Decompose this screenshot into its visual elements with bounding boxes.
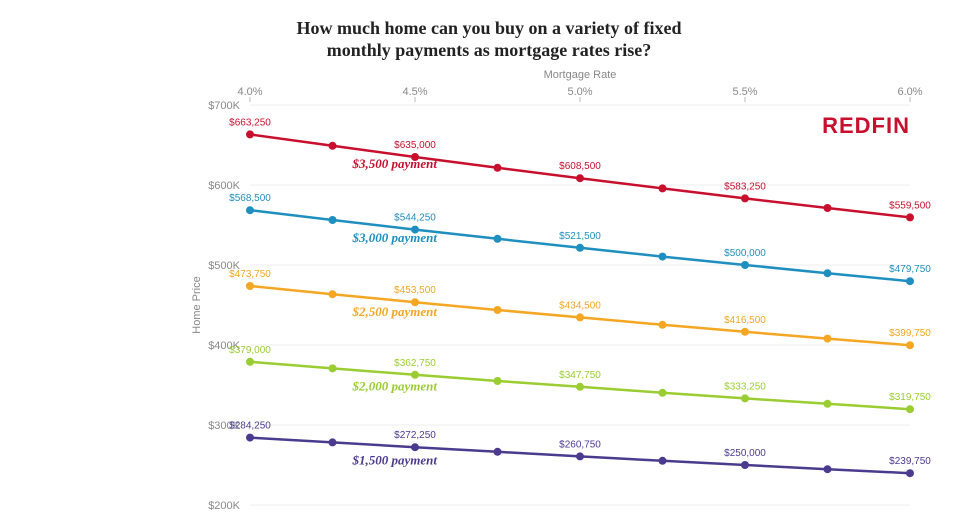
- data-label: $284,250: [229, 421, 271, 432]
- data-label: $260,750: [559, 439, 601, 450]
- series-marker: [246, 206, 254, 214]
- brand-logo-text: REDFIN: [822, 113, 910, 138]
- series-marker: [329, 216, 337, 224]
- series-tag: $1,500 payment: [352, 452, 438, 467]
- x-tick-label: 4.5%: [402, 86, 427, 98]
- series-marker: [576, 452, 584, 460]
- series-marker: [246, 282, 254, 290]
- series-marker: [824, 465, 832, 473]
- x-tick-label: 6.0%: [897, 86, 922, 98]
- chart-title-line1: How much home can you buy on a variety o…: [296, 18, 681, 38]
- series-marker: [494, 377, 502, 385]
- series-marker: [741, 261, 749, 269]
- series-marker: [494, 448, 502, 456]
- chart-svg: How much home can you buy on a variety o…: [0, 0, 978, 512]
- data-label: $453,500: [394, 285, 436, 296]
- series-marker: [906, 341, 914, 349]
- series-marker: [411, 443, 419, 451]
- data-label: $239,750: [889, 456, 931, 467]
- series-marker: [741, 461, 749, 469]
- chart-container: How much home can you buy on a variety o…: [0, 0, 978, 512]
- data-label: $559,500: [889, 200, 931, 211]
- data-label: $347,750: [559, 370, 601, 381]
- series-marker: [329, 290, 337, 298]
- series-marker: [576, 383, 584, 391]
- data-label: $399,750: [889, 328, 931, 339]
- series-marker: [659, 321, 667, 329]
- series-marker: [494, 164, 502, 172]
- series-marker: [824, 204, 832, 212]
- data-label: $568,500: [229, 193, 271, 204]
- series-marker: [329, 438, 337, 446]
- data-label: $663,250: [229, 117, 271, 128]
- series-tag: $2,000 payment: [352, 378, 438, 393]
- series-tag: $3,000 payment: [352, 230, 438, 245]
- series-tag: $2,500 payment: [352, 304, 438, 319]
- series-marker: [824, 400, 832, 408]
- data-label: $333,250: [724, 381, 766, 392]
- data-label: $434,500: [559, 300, 601, 311]
- data-label: $479,750: [889, 264, 931, 275]
- series-marker: [741, 328, 749, 336]
- series-marker: [246, 130, 254, 138]
- data-label: $473,750: [229, 269, 271, 280]
- series-marker: [906, 277, 914, 285]
- series-marker: [659, 184, 667, 192]
- data-label: $583,250: [724, 181, 766, 192]
- data-label: $500,000: [724, 248, 766, 259]
- series-marker: [906, 405, 914, 413]
- data-label: $272,250: [394, 430, 436, 441]
- data-label: $544,250: [394, 213, 436, 224]
- x-tick-label: 5.5%: [732, 86, 757, 98]
- x-tick-label: 4.0%: [237, 86, 262, 98]
- series-marker: [576, 313, 584, 321]
- y-axis-label: Home Price: [191, 276, 203, 333]
- series-marker: [659, 457, 667, 465]
- series-marker: [246, 358, 254, 366]
- series-marker: [329, 364, 337, 372]
- series-marker: [824, 335, 832, 343]
- series-marker: [329, 142, 337, 150]
- series-marker: [494, 235, 502, 243]
- x-axis-label: Mortgage Rate: [544, 69, 617, 81]
- data-label: $521,500: [559, 231, 601, 242]
- data-label: $379,000: [229, 345, 271, 356]
- series-marker: [576, 174, 584, 182]
- data-label: $635,000: [394, 140, 436, 151]
- y-tick-label: $700K: [208, 100, 240, 112]
- data-label: $362,750: [394, 358, 436, 369]
- series-marker: [494, 306, 502, 314]
- y-tick-label: $200K: [208, 500, 240, 512]
- series-marker: [659, 253, 667, 261]
- series-marker: [246, 434, 254, 442]
- series-marker: [906, 469, 914, 477]
- data-label: $319,750: [889, 392, 931, 403]
- series-marker: [741, 394, 749, 402]
- series-marker: [576, 244, 584, 252]
- series-marker: [659, 389, 667, 397]
- series-tag: $3,500 payment: [352, 156, 438, 171]
- data-label: $416,500: [724, 315, 766, 326]
- series-marker: [824, 269, 832, 277]
- data-label: $608,500: [559, 161, 601, 172]
- data-label: $250,000: [724, 448, 766, 459]
- series-marker: [906, 213, 914, 221]
- y-tick-label: $600K: [208, 180, 240, 192]
- series-marker: [741, 194, 749, 202]
- chart-title-line2: monthly payments as mortgage rates rise?: [327, 40, 651, 60]
- x-tick-label: 5.0%: [567, 86, 592, 98]
